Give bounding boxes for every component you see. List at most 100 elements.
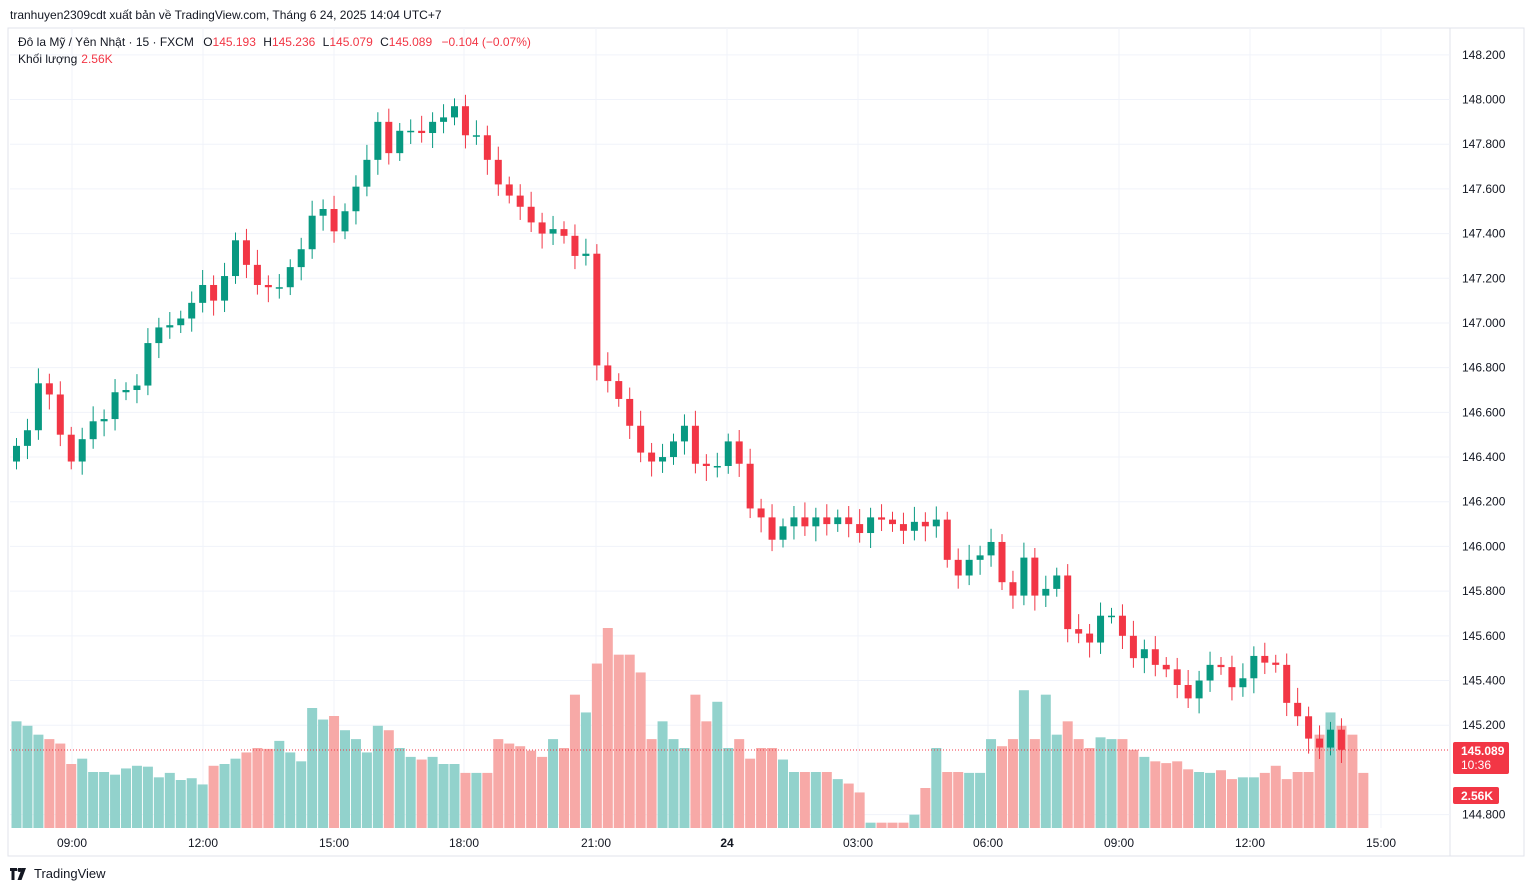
candle-body[interactable] xyxy=(34,383,42,431)
candle-body[interactable] xyxy=(45,383,53,395)
candle-body[interactable] xyxy=(210,284,218,301)
candle-body[interactable] xyxy=(615,381,623,399)
candle-body[interactable] xyxy=(582,253,590,256)
candle-body[interactable] xyxy=(407,130,415,133)
candle-body[interactable] xyxy=(538,222,546,234)
candle-body[interactable] xyxy=(166,325,174,328)
candle-body[interactable] xyxy=(1327,729,1334,748)
candle-body[interactable] xyxy=(1283,664,1291,703)
candle-body[interactable] xyxy=(735,441,743,464)
candle-body[interactable] xyxy=(845,517,853,525)
candle-body[interactable] xyxy=(680,425,688,442)
candle-body[interactable] xyxy=(932,519,940,527)
candle-body[interactable] xyxy=(867,517,875,534)
candle-body[interactable] xyxy=(1108,615,1115,618)
candle-body[interactable] xyxy=(549,229,557,234)
candle-body[interactable] xyxy=(483,135,491,160)
candle-body[interactable] xyxy=(111,392,119,420)
candle-body[interactable] xyxy=(1305,716,1313,739)
candle-body[interactable] xyxy=(1217,664,1225,668)
candle-body[interactable] xyxy=(1064,575,1072,630)
candle-body[interactable] xyxy=(461,106,469,136)
candle-body[interactable] xyxy=(943,519,951,560)
candle-body[interactable] xyxy=(812,517,820,527)
candle-body[interactable] xyxy=(801,517,809,527)
candle-body[interactable] xyxy=(1162,664,1170,670)
candle-body[interactable] xyxy=(1075,629,1083,634)
candle-body[interactable] xyxy=(790,517,798,527)
candle-body[interactable] xyxy=(1316,738,1324,748)
candle-body[interactable] xyxy=(1337,729,1345,750)
candle-body[interactable] xyxy=(659,457,667,462)
candle-body[interactable] xyxy=(1031,557,1039,596)
candle-body[interactable] xyxy=(834,517,842,525)
candle-body[interactable] xyxy=(253,264,261,285)
candle-body[interactable] xyxy=(429,121,437,134)
candle-body[interactable] xyxy=(560,229,568,236)
candle-body[interactable] xyxy=(856,524,864,534)
candle-body[interactable] xyxy=(13,445,20,462)
candle-body[interactable] xyxy=(330,209,338,232)
candle-body[interactable] xyxy=(1250,655,1258,679)
candle-body[interactable] xyxy=(527,206,535,223)
candle-body[interactable] xyxy=(899,524,907,531)
candle-body[interactable] xyxy=(1206,664,1214,681)
candle-body[interactable] xyxy=(1294,702,1302,717)
candle-body[interactable] xyxy=(593,253,601,366)
candle-body[interactable] xyxy=(221,276,229,301)
brand[interactable]: TradingView xyxy=(10,866,106,881)
candle-body[interactable] xyxy=(998,541,1006,583)
candle-body[interactable] xyxy=(1020,557,1028,596)
candle-body[interactable] xyxy=(396,130,404,154)
candle-body[interactable] xyxy=(757,508,765,518)
candle-body[interactable] xyxy=(1195,680,1203,699)
candle-body[interactable] xyxy=(779,526,787,540)
candle-body[interactable] xyxy=(1151,649,1159,665)
candle-body[interactable] xyxy=(965,559,973,576)
candle-body[interactable] xyxy=(122,390,130,393)
candle-body[interactable] xyxy=(100,419,108,422)
candle-body[interactable] xyxy=(232,240,239,277)
candle-body[interactable] xyxy=(954,559,962,576)
candle-body[interactable] xyxy=(604,365,612,382)
volume-label[interactable]: Khối lượng xyxy=(18,52,78,66)
candle-body[interactable] xyxy=(670,441,677,458)
candle-body[interactable] xyxy=(23,430,31,446)
candle-body[interactable] xyxy=(1009,582,1017,596)
candle-body[interactable] xyxy=(78,439,86,462)
candle-body[interactable] xyxy=(89,421,97,440)
candle-body[interactable] xyxy=(505,184,513,196)
candle-body[interactable] xyxy=(472,135,480,137)
candle-body[interactable] xyxy=(56,394,64,435)
candle-body[interactable] xyxy=(702,463,710,466)
candle-body[interactable] xyxy=(648,452,656,462)
candle-body[interactable] xyxy=(286,267,294,288)
candle-body[interactable] xyxy=(910,521,918,531)
candle-body[interactable] xyxy=(385,121,393,154)
candle-body[interactable] xyxy=(921,521,929,527)
candle-body[interactable] xyxy=(144,343,152,386)
candle-body[interactable] xyxy=(177,318,185,326)
candle-body[interactable] xyxy=(352,186,360,212)
candle-body[interactable] xyxy=(1086,633,1094,643)
candle-body[interactable] xyxy=(1184,684,1192,699)
candle-body[interactable] xyxy=(199,284,207,303)
candle-body[interactable] xyxy=(297,249,305,268)
candle-body[interactable] xyxy=(1272,662,1280,665)
candle-body[interactable] xyxy=(823,517,831,525)
candle-body[interactable] xyxy=(418,130,426,134)
candle-body[interactable] xyxy=(451,106,458,118)
candle-body[interactable] xyxy=(133,385,141,391)
candle-body[interactable] xyxy=(1129,635,1137,659)
candle-body[interactable] xyxy=(571,235,579,256)
candle-body[interactable] xyxy=(1228,667,1236,688)
candle-body[interactable] xyxy=(746,463,754,509)
candle-body[interactable] xyxy=(1097,615,1105,643)
candle-body[interactable] xyxy=(889,519,896,525)
candle-body[interactable] xyxy=(363,159,371,187)
candle-body[interactable] xyxy=(1173,669,1181,685)
candle-body[interactable] xyxy=(188,302,196,319)
candle-body[interactable] xyxy=(626,398,634,426)
candle-body[interactable] xyxy=(308,215,316,250)
